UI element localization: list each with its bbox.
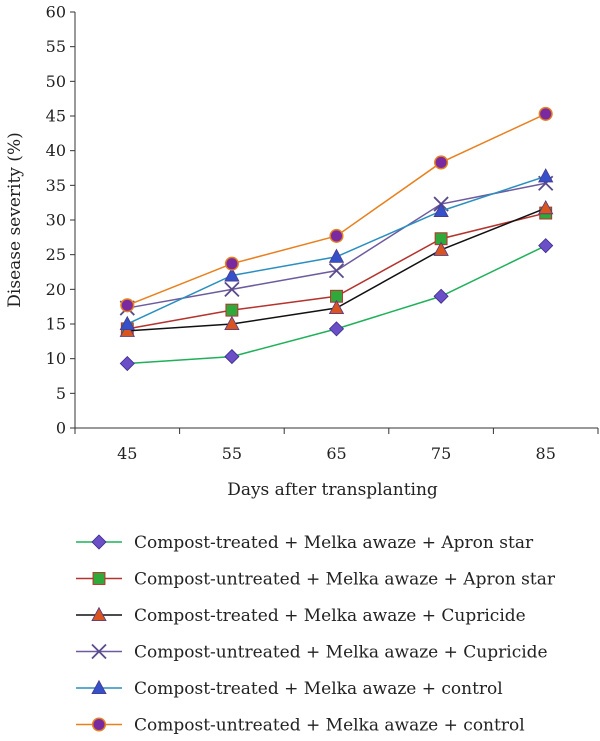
legend-label: Compost-untreated + Melka awaze + Apron … <box>134 570 556 590</box>
data-point-triangle <box>224 267 240 282</box>
legend-label: Compost-untreated + Melka awaze + Cupric… <box>134 643 548 663</box>
y-tick-label: 15 <box>46 315 66 334</box>
legend-label: Compost-treated + Melka awaze + Cupricid… <box>134 606 526 626</box>
data-point-diamond <box>328 321 345 337</box>
data-point-triangle <box>91 679 107 694</box>
data-point-circle <box>91 717 107 732</box>
y-tick-label: 25 <box>46 245 66 264</box>
data-point-diamond <box>538 238 554 254</box>
legend-item: Compost-treated + Melka awaze + control <box>76 679 503 699</box>
series-layer <box>119 106 554 372</box>
x-ticks: 45 55 65 75 85 <box>74 428 599 463</box>
y-tick-label: 5 <box>56 384 66 403</box>
data-point-circle <box>434 155 449 170</box>
axes: 0 5 10 15 20 25 30 35 40 45 50 55 60 45 55 65 75 85 <box>46 3 599 463</box>
legend-item: Compost-untreated + Melka awaze + contro… <box>76 716 525 736</box>
data-point-circle <box>329 228 344 243</box>
x-tick-label: 75 <box>431 444 451 463</box>
y-tick-label: 60 <box>46 3 66 22</box>
data-point-x <box>328 262 345 279</box>
data-point-square <box>92 572 106 585</box>
y-tick-label: 0 <box>56 419 66 438</box>
data-point-square <box>225 303 239 317</box>
legend-item: Compost-untreated + Melka awaze + Apron … <box>76 570 556 590</box>
y-tick-label: 50 <box>46 72 66 91</box>
legend-label: Compost-treated + Melka awaze + Apron st… <box>134 533 534 553</box>
data-point-triangle <box>328 248 345 263</box>
legend-item: Compost-treated + Melka awaze + Cupricid… <box>76 606 526 626</box>
y-tick-label: 45 <box>46 107 66 126</box>
x-axis-title: Days after transplanting <box>227 480 438 500</box>
data-point-diamond <box>91 534 107 550</box>
y-tick-label: 10 <box>46 349 66 368</box>
data-point-triangle <box>91 606 107 621</box>
data-point-triangle <box>224 315 240 331</box>
data-point-diamond <box>119 355 135 372</box>
series-6 <box>120 106 553 313</box>
y-axis-title: Disease severity (%) <box>5 132 25 307</box>
data-point-triangle <box>328 299 345 315</box>
data-point-triangle <box>433 241 449 256</box>
y-tick-label: 40 <box>46 141 66 160</box>
data-point-x <box>91 643 107 660</box>
y-tick-label: 30 <box>46 211 66 230</box>
x-tick-label: 85 <box>536 444 556 463</box>
data-point-diamond <box>433 288 449 304</box>
y-tick-label: 20 <box>46 280 66 299</box>
data-point-triangle <box>538 200 554 215</box>
x-tick-label: 55 <box>222 444 242 463</box>
legend-label: Compost-untreated + Melka awaze + contro… <box>134 716 525 736</box>
y-tick-label: 55 <box>46 37 66 56</box>
y-ticks: 0 5 10 15 20 25 30 35 40 45 50 55 60 <box>46 3 75 438</box>
legend-label: Compost-treated + Melka awaze + control <box>134 679 503 699</box>
legend-item: Compost-treated + Melka awaze + Apron st… <box>76 533 534 553</box>
series-3 <box>119 200 554 337</box>
x-tick-label: 65 <box>326 444 346 463</box>
legend: Compost-treated + Melka awaze + Apron st… <box>76 533 556 736</box>
legend-item: Compost-untreated + Melka awaze + Cupric… <box>76 643 548 663</box>
series-1 <box>119 238 554 372</box>
x-tick-label: 45 <box>117 444 137 463</box>
data-point-triangle <box>433 202 449 217</box>
series-line <box>127 182 546 309</box>
y-tick-label: 35 <box>46 176 66 195</box>
data-point-circle <box>224 256 239 271</box>
data-point-x <box>224 281 240 297</box>
data-point-triangle <box>119 315 135 331</box>
data-point-circle <box>538 106 553 121</box>
data-point-circle <box>120 298 135 313</box>
data-point-triangle <box>538 168 554 183</box>
data-point-triangle <box>119 322 135 337</box>
data-point-diamond <box>224 349 240 365</box>
series-5 <box>119 168 554 331</box>
